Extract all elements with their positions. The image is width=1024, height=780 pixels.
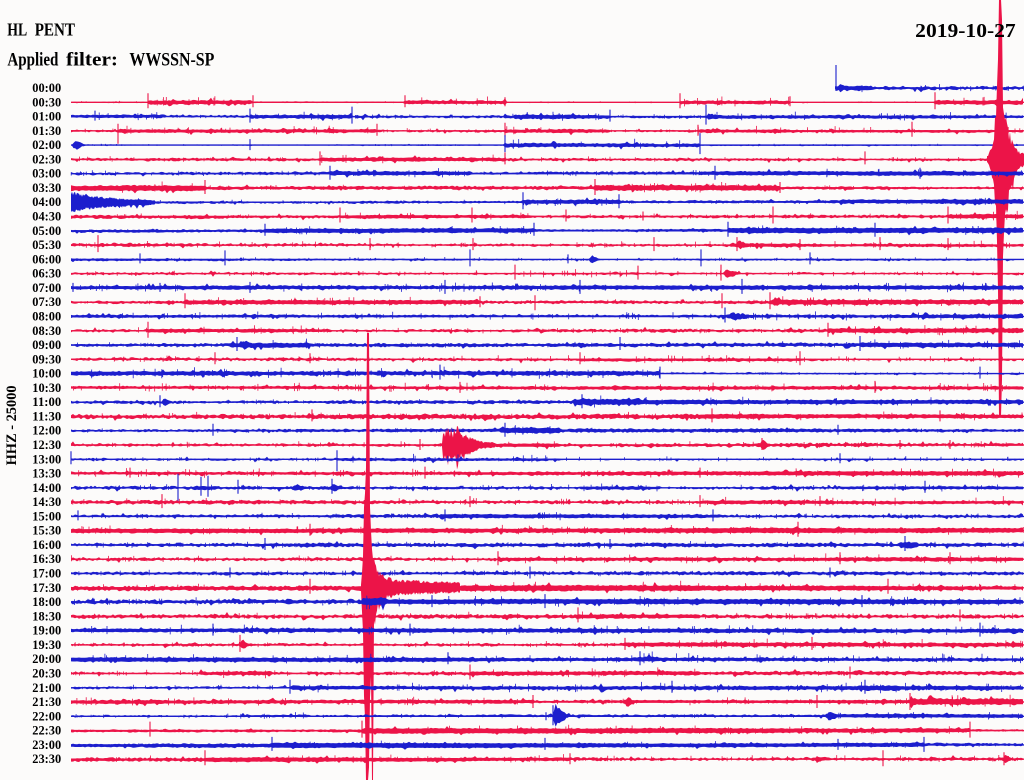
svg-text:21:30: 21:30 [32, 695, 61, 709]
svg-text:23:30: 23:30 [32, 752, 61, 766]
svg-text:16:30: 16:30 [32, 552, 61, 566]
svg-text:11:30: 11:30 [32, 409, 61, 423]
svg-text:02:00: 02:00 [32, 138, 61, 152]
svg-text:13:30: 13:30 [32, 467, 61, 481]
svg-text:06:00: 06:00 [32, 252, 61, 266]
svg-text:18:00: 18:00 [32, 595, 61, 609]
svg-text:11:00: 11:00 [32, 395, 61, 409]
svg-text:18:30: 18:30 [32, 609, 61, 623]
svg-text:08:30: 08:30 [32, 324, 61, 338]
svg-text:04:30: 04:30 [32, 210, 61, 224]
svg-text:20:00: 20:00 [32, 652, 61, 666]
svg-text:20:30: 20:30 [32, 667, 61, 681]
svg-text:03:30: 03:30 [32, 181, 61, 195]
svg-text:19:30: 19:30 [32, 638, 61, 652]
svg-text:08:00: 08:00 [32, 310, 61, 324]
svg-text:PENT: PENT [35, 20, 75, 40]
svg-text:Applied: Applied [7, 49, 58, 70]
svg-text:05:30: 05:30 [32, 238, 61, 252]
svg-text:00:30: 00:30 [32, 95, 61, 109]
svg-text:HL: HL [7, 20, 27, 40]
svg-text:2019-10-27: 2019-10-27 [915, 21, 1016, 42]
svg-text:21:00: 21:00 [32, 681, 61, 695]
svg-text:14:30: 14:30 [32, 495, 61, 509]
svg-text:02:30: 02:30 [32, 152, 61, 166]
svg-text:16:00: 16:00 [32, 538, 61, 552]
svg-text:00:00: 00:00 [32, 81, 61, 95]
svg-text:13:00: 13:00 [32, 452, 61, 466]
svg-text:01:30: 01:30 [32, 124, 61, 138]
svg-text:09:00: 09:00 [32, 338, 61, 352]
svg-text:HHZ - 25000: HHZ - 25000 [4, 385, 20, 465]
svg-text:07:30: 07:30 [32, 295, 61, 309]
svg-text:23:00: 23:00 [32, 738, 61, 752]
svg-text:01:00: 01:00 [32, 110, 61, 124]
svg-text:22:30: 22:30 [32, 724, 61, 738]
svg-text:06:30: 06:30 [32, 267, 61, 281]
svg-text:filter:: filter: [66, 49, 118, 70]
svg-text:WWSSN-SP: WWSSN-SP [129, 49, 214, 70]
svg-text:15:00: 15:00 [32, 509, 61, 523]
svg-text:03:00: 03:00 [32, 167, 61, 181]
svg-text:19:00: 19:00 [32, 624, 61, 638]
svg-text:17:30: 17:30 [32, 581, 61, 595]
svg-text:22:00: 22:00 [32, 709, 61, 723]
svg-text:14:00: 14:00 [32, 481, 61, 495]
svg-text:10:30: 10:30 [32, 381, 61, 395]
svg-text:04:00: 04:00 [32, 195, 61, 209]
svg-text:10:00: 10:00 [32, 367, 61, 381]
svg-text:12:30: 12:30 [32, 438, 61, 452]
svg-text:05:00: 05:00 [32, 224, 61, 238]
svg-text:09:30: 09:30 [32, 352, 61, 366]
svg-text:07:00: 07:00 [32, 281, 61, 295]
svg-text:12:00: 12:00 [32, 424, 61, 438]
svg-text:15:30: 15:30 [32, 524, 61, 538]
svg-text:17:00: 17:00 [32, 567, 61, 581]
